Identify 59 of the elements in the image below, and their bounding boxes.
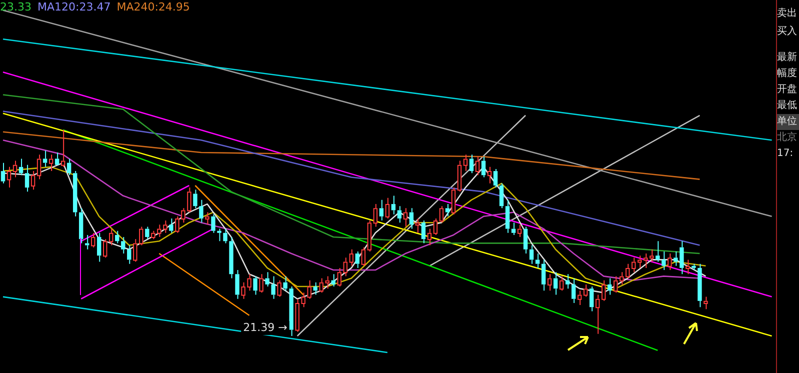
candlestick — [355, 250, 360, 268]
candlestick — [283, 276, 288, 292]
candlestick — [565, 274, 570, 290]
candlestick — [97, 232, 102, 262]
candlestick — [54, 152, 60, 165]
candlestick — [481, 156, 486, 178]
candlestick — [211, 214, 216, 234]
candlestick — [229, 236, 234, 279]
candlestick — [397, 206, 402, 224]
candlestick — [698, 263, 702, 308]
candlestick — [253, 276, 258, 296]
candlestick — [692, 263, 696, 271]
text: MA120:23.47 — [37, 0, 111, 14]
candlestick — [223, 228, 228, 244]
text: 23.33 — [0, 0, 32, 14]
candlestick — [235, 270, 240, 300]
candlestick — [193, 189, 198, 209]
text: MA240:24.95 — [116, 0, 190, 14]
candlestick — [0, 162, 6, 184]
candlestick — [199, 199, 204, 224]
side-panel: 卖出 买入 最新 幅度 开盘 最低 单位 北京 17: — [776, 0, 799, 373]
candlestick — [523, 226, 528, 254]
candlestick — [541, 259, 546, 292]
candlestick — [535, 253, 540, 268]
candlestick — [469, 154, 474, 174]
candlestick — [313, 282, 318, 296]
candlestick — [608, 278, 612, 296]
candlestick — [493, 168, 498, 188]
candlestick — [115, 230, 120, 244]
candlestick — [66, 158, 72, 176]
candlestick — [121, 236, 126, 254]
candlestick — [662, 250, 666, 271]
candlestick — [24, 164, 30, 192]
candlestick — [505, 199, 510, 234]
candlestick — [421, 220, 426, 244]
candlestick — [72, 170, 78, 217]
candlestick — [42, 150, 48, 168]
candlestick — [127, 244, 132, 264]
candlestick — [217, 228, 222, 242]
candlestick — [331, 274, 336, 287]
candlestick — [656, 240, 660, 262]
candlestick — [169, 218, 174, 234]
candlestick — [18, 158, 24, 176]
candlestick — [391, 195, 396, 215]
candlestick — [409, 208, 414, 230]
candlestick — [499, 182, 504, 209]
candlestick — [511, 222, 516, 236]
candlestick — [529, 244, 534, 264]
candlestick — [590, 286, 594, 312]
annotation: 21.39 → — [243, 320, 288, 334]
candlestick — [379, 199, 384, 222]
candlestick — [289, 286, 294, 336]
candlestick — [145, 226, 150, 240]
candlestick — [84, 234, 90, 250]
candlestick — [271, 276, 276, 300]
candlestick — [553, 272, 558, 296]
candlestick — [265, 272, 270, 287]
candlestick — [571, 278, 576, 304]
candlestick — [445, 204, 450, 217]
